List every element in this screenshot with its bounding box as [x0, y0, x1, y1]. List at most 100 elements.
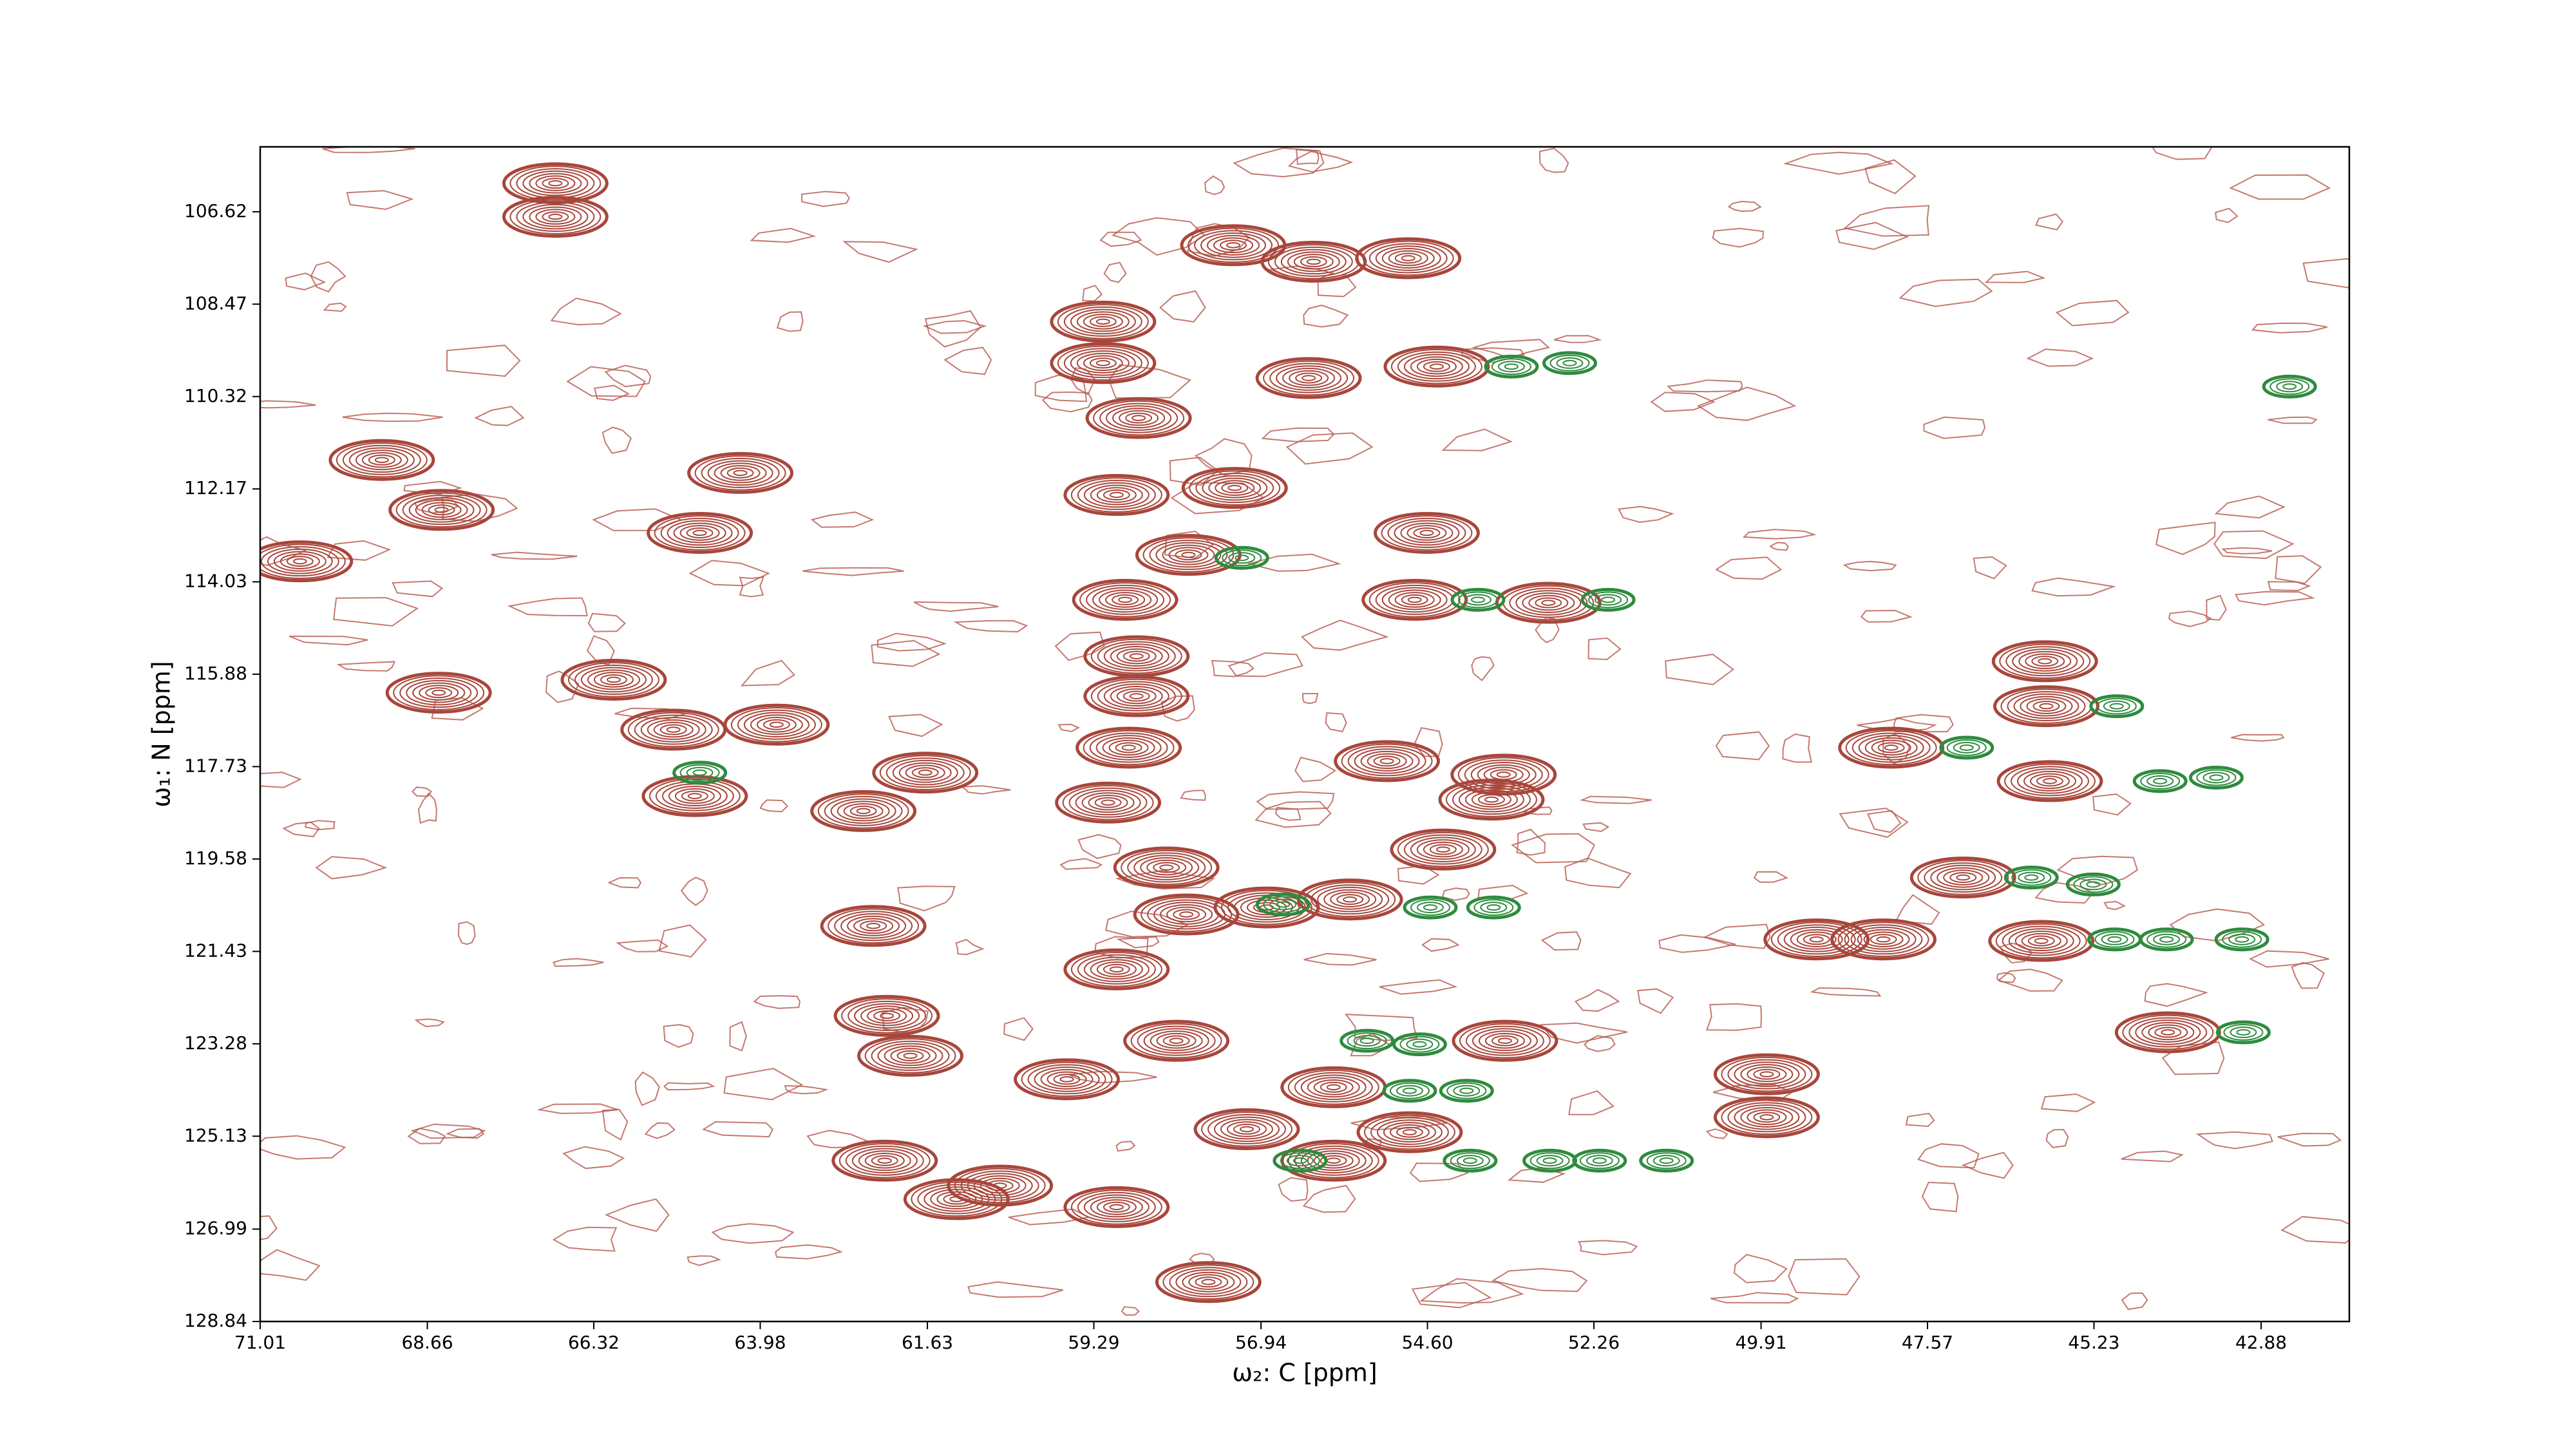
- noise-contour: [2031, 577, 2116, 597]
- contour-ring: [2153, 777, 2168, 784]
- contour-ring: [2089, 694, 2145, 719]
- contour-ring: [860, 1005, 914, 1027]
- contour-ring: [1133, 855, 1200, 880]
- noise-contour: [414, 1018, 446, 1028]
- contour-ring: [1639, 1148, 1694, 1173]
- contour-ring: [871, 1155, 898, 1166]
- contour-ring: [877, 1157, 892, 1164]
- contour-ring: [1713, 1053, 1820, 1095]
- peak: [1014, 1058, 1121, 1101]
- contour-ring: [1189, 470, 1281, 506]
- noise-contour: [1287, 151, 1354, 173]
- noise-contour: [2235, 591, 2316, 606]
- contour-ring: [1313, 1079, 1354, 1095]
- contour-ring: [911, 1181, 1003, 1217]
- contour-ring: [833, 994, 940, 1037]
- contour-ring: [1075, 790, 1141, 816]
- contour-ring: [1515, 590, 1582, 616]
- noise-contour: [687, 1255, 721, 1267]
- contour-ring: [2012, 648, 2078, 674]
- noise-contour: [1507, 1167, 1566, 1183]
- contour-ring: [1090, 959, 1143, 980]
- contour-ring: [1062, 784, 1154, 820]
- contour-ring: [1323, 889, 1377, 910]
- noise-contour: [753, 995, 801, 1009]
- contour-ring: [737, 709, 816, 740]
- noise-contour: [1302, 1184, 1356, 1213]
- contour-ring: [1402, 1087, 1417, 1094]
- contour-ring: [810, 790, 917, 832]
- contour-ring: [385, 672, 492, 714]
- contour-ring: [1407, 596, 1422, 603]
- contour-ring: [1541, 600, 1556, 606]
- contour-ring: [548, 180, 563, 187]
- contour-ring: [828, 908, 920, 944]
- contour-ring: [1149, 540, 1228, 571]
- contour-ring: [1470, 596, 1485, 603]
- contour-ring: [415, 499, 468, 520]
- contour-ring: [1497, 361, 1525, 373]
- contour-ring: [1367, 753, 1407, 770]
- contour-ring: [845, 1145, 924, 1176]
- peak: [2262, 374, 2317, 399]
- contour-ring: [954, 1168, 1046, 1204]
- contour-ring: [1046, 1071, 1087, 1088]
- contour-ring: [2122, 1014, 2214, 1050]
- contour-ring: [1326, 1084, 1341, 1091]
- contour-ring: [672, 761, 728, 785]
- contour-ring: [1713, 1096, 1820, 1139]
- noise-contour: [1034, 374, 1088, 402]
- contour-ring: [1122, 690, 1150, 702]
- contour-ring: [1379, 758, 1394, 764]
- peak: [1063, 948, 1170, 990]
- contour-ring: [1340, 1028, 1395, 1053]
- x-tick-label: 52.26: [1568, 1332, 1620, 1353]
- contour-ring: [1406, 1038, 1434, 1050]
- contour-ring: [1373, 755, 1401, 767]
- noise-contour: [616, 939, 669, 952]
- contour-ring: [1939, 735, 1994, 760]
- noise-contour: [1728, 200, 1762, 213]
- noise-contour: [1753, 871, 1788, 883]
- noise-contour: [759, 799, 789, 813]
- contour-ring: [1419, 529, 1434, 536]
- noise-contour: [663, 1082, 715, 1091]
- contour-ring: [1388, 250, 1428, 267]
- plot-frame: [259, 146, 2351, 1323]
- contour-ring: [1477, 764, 1530, 785]
- contour-ring: [1394, 520, 1460, 546]
- contour-ring: [395, 492, 488, 528]
- contour-ring: [1094, 797, 1122, 808]
- contour-ring: [1116, 688, 1157, 705]
- y-tick-label: 125.13: [184, 1124, 247, 1146]
- contour-ring: [1200, 232, 1266, 258]
- x-tick-label: 61.63: [902, 1332, 953, 1353]
- noise-contour: [1477, 884, 1529, 900]
- contour-ring: [1390, 828, 1497, 871]
- contour-ring: [960, 1170, 1039, 1201]
- noise-contour: [1742, 529, 1817, 540]
- contour-ring: [1572, 1148, 1627, 1173]
- noise-contour: [2275, 555, 2322, 584]
- peak: [1580, 587, 1636, 612]
- contour-ring: [649, 778, 741, 814]
- contour-ring: [1072, 578, 1179, 621]
- contour-ring: [1188, 1274, 1229, 1291]
- noise-contour: [1094, 936, 1149, 959]
- contour-ring: [1763, 918, 1870, 961]
- contour-ring: [1307, 1150, 1360, 1171]
- peak: [1392, 1032, 1447, 1057]
- contour-ring: [1504, 363, 1519, 370]
- contour-ring: [1397, 351, 1476, 382]
- noise-contour: [322, 147, 415, 153]
- noise-contour: [1441, 428, 1513, 451]
- contour-ring: [1450, 587, 1506, 612]
- noise-contour: [1471, 656, 1495, 681]
- contour-ring: [1443, 1148, 1498, 1173]
- contour-ring: [2014, 931, 2068, 952]
- contour-ring: [1486, 904, 1501, 911]
- contour-ring: [2008, 928, 2074, 954]
- contour-ring: [838, 1142, 931, 1179]
- noise-contour: [411, 786, 433, 797]
